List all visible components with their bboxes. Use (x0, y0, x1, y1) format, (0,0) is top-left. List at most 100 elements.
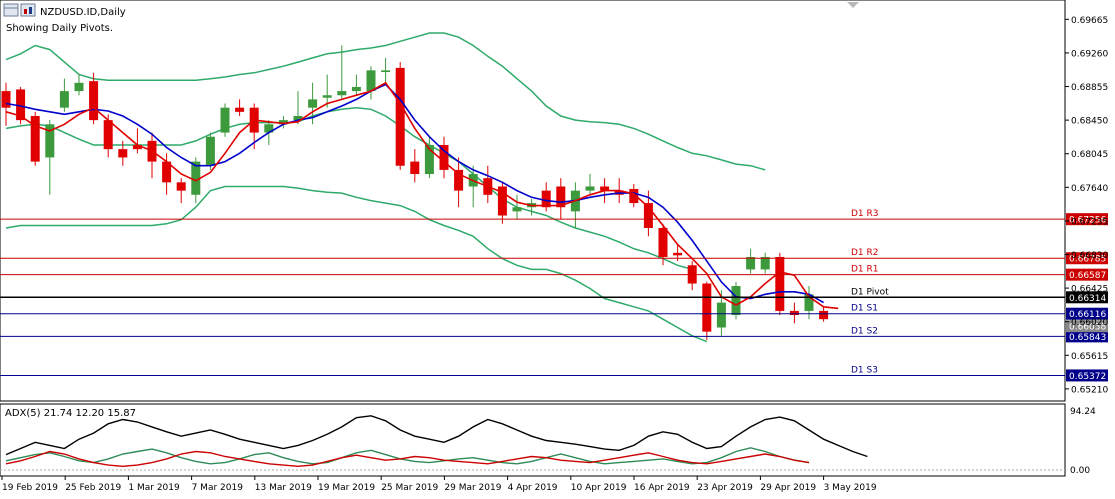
candle-body (366, 70, 376, 92)
pivot-indicator-note: Showing Daily Pivots. (6, 23, 113, 34)
price-tick-label: 0.65210 (1071, 385, 1108, 395)
pivot-price-tag-value: 0.66314 (1069, 294, 1106, 304)
candle-body (1, 91, 11, 108)
candle-body (629, 188, 639, 204)
pivot-line-label: D1 S3 (851, 365, 878, 375)
moving-averages (5, 81, 839, 310)
chart-shift-arrow-icon[interactable] (847, 2, 859, 8)
main-price-panel[interactable] (0, 0, 1066, 402)
pivot-price-tag-value: 0.66785 (1069, 255, 1106, 265)
date-tick-label: 29 Mar 2019 (444, 483, 501, 493)
candle-body (804, 294, 814, 311)
adx-panel[interactable] (0, 403, 1066, 477)
candle-body (454, 169, 464, 191)
price-tick-label: 0.68045 (1071, 150, 1108, 160)
candle-body (308, 99, 318, 108)
candle-body (191, 161, 201, 195)
candle-body (439, 145, 449, 170)
date-tick-label: 19 Feb 2019 (2, 483, 58, 493)
date-tick-label: 23 Apr 2019 (697, 483, 753, 493)
adx-minus-di-line (5, 450, 810, 468)
pivot-price-tag (1066, 330, 1108, 343)
candle-body (220, 107, 230, 133)
date-tick-label: 4 Apr 2019 (508, 483, 558, 493)
candle-body (395, 67, 405, 166)
price-tick-label: 0.69260 (1071, 49, 1108, 59)
candle-body (30, 115, 40, 162)
candle-body (600, 186, 610, 191)
adx-max-label: 94.24 (1070, 407, 1096, 417)
pivot-line-label: D1 S1 (851, 304, 878, 314)
bollinger-bands (5, 32, 766, 343)
ma-red-line (5, 81, 839, 310)
candle-body (819, 310, 829, 320)
window-icon[interactable] (3, 3, 19, 17)
candle-body (731, 286, 741, 316)
chart-icon[interactable] (20, 3, 36, 17)
price-tick-label: 0.69665 (1071, 16, 1108, 26)
date-tick-label: 7 Mar 2019 (192, 483, 244, 493)
date-axis: 19 Feb 2019 25 Feb 2019 1 Mar 2019 7 Mar 20… (1, 476, 877, 493)
candle-body (556, 186, 566, 208)
candle-body (162, 161, 172, 183)
price-tick-label: 0.68450 (1071, 117, 1108, 127)
price-tick-label: 0.66020 (1071, 318, 1108, 328)
price-axis: 0.69665 0.69260 0.68855 0.68450 0.68045 0.676… (1065, 16, 1108, 395)
candle-body (775, 256, 785, 311)
adx-min-label: 0.00 (1070, 466, 1090, 476)
pivot-line-label: D1 R3 (851, 209, 879, 219)
date-tick-label: 10 Apr 2019 (571, 483, 627, 493)
candle-body (176, 182, 186, 191)
adx-plus-di-line (5, 447, 810, 465)
date-tick-label: 3 May 2019 (824, 483, 877, 493)
candle-body (337, 91, 347, 96)
pivot-price-tag-value: 0.67256 (1069, 216, 1106, 226)
price-tag (1066, 320, 1108, 333)
candle-body (45, 124, 55, 158)
date-tick-label: 19 Mar 2019 (318, 483, 375, 493)
pivot-price-tag-value: 0.65372 (1069, 372, 1106, 382)
candle-body (381, 70, 391, 73)
candle-body (716, 302, 726, 328)
candle-body (235, 107, 245, 112)
price-tick-label: 0.67235 (1071, 217, 1108, 227)
candle-body (205, 136, 215, 166)
candle-body (512, 207, 522, 212)
price-tick-label: 0.66830 (1071, 251, 1108, 261)
ma-blue-line (5, 83, 824, 304)
date-tick-label: 29 Apr 2019 (760, 483, 816, 493)
candle-body (351, 86, 361, 92)
candle-body (497, 186, 507, 216)
candle-body (103, 120, 113, 150)
pivot-price-tag-value: 0.66116 (1069, 310, 1106, 320)
pivot-price-tag-value: 0.65843 (1069, 333, 1106, 343)
candle-body (118, 149, 128, 158)
date-tick-label: 25 Mar 2019 (381, 483, 438, 493)
candle-body (293, 115, 303, 121)
candle-body (132, 145, 142, 150)
candle-body (760, 256, 770, 270)
pivot-line-label: D1 R1 (851, 265, 879, 275)
band-upper-line (5, 32, 766, 171)
pivot-price-tag (1066, 307, 1108, 320)
price-tick-label: 0.68855 (1071, 83, 1108, 93)
pivot-lines: D1 R3 0.67256 D1 R2 0.66785 D1 R1 0.66587 D1 P… (0, 209, 1108, 382)
date-tick-label: 1 Mar 2019 (128, 483, 180, 493)
price-tick-label: 0.67640 (1071, 184, 1108, 194)
pivot-price-tag (1066, 291, 1108, 304)
pivot-price-tag-value: 0.66587 (1069, 271, 1106, 281)
candle-body (89, 81, 99, 121)
pivot-line-label: D1 Pivot (851, 287, 889, 297)
candle-body (59, 91, 69, 108)
candle-body (541, 190, 551, 208)
candle-body (278, 120, 288, 125)
pivot-price-tag (1066, 252, 1108, 265)
adx-main-line (5, 415, 868, 458)
price-tag-value: 0.66038 (1069, 323, 1106, 333)
pivot-line-label: D1 R2 (851, 248, 879, 258)
candle-body (673, 252, 683, 256)
pivot-line-label: D1 S2 (851, 326, 878, 336)
symbol-title: NZDUSD.ID,Daily (40, 7, 126, 18)
candle-body (16, 89, 26, 121)
